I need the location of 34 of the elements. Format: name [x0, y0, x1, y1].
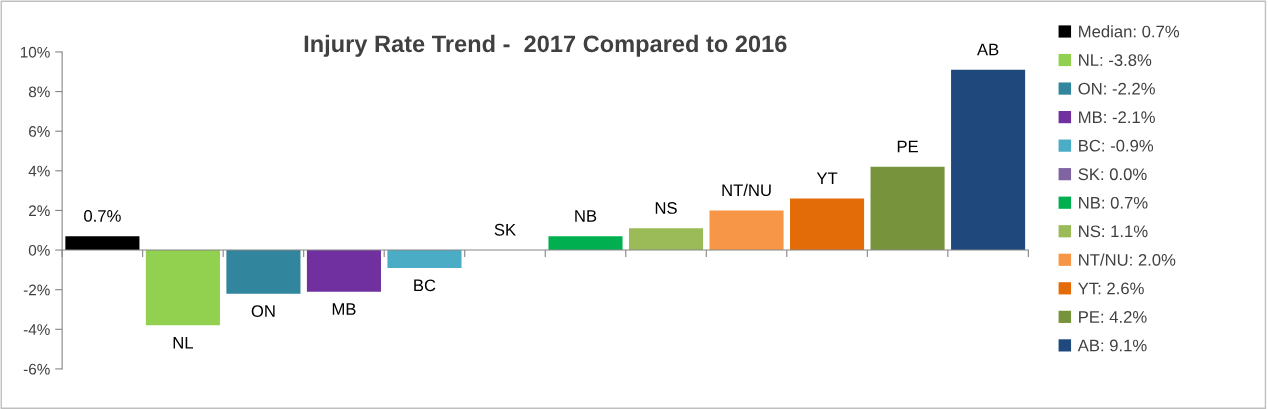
y-tick-label: 8%	[28, 86, 50, 98]
y-tick-label: -2%	[23, 284, 50, 296]
legend-label: SK: 0.0%	[1078, 168, 1147, 181]
data-label: AB	[977, 43, 999, 56]
legend-label: YT: 2.6%	[1078, 282, 1144, 295]
data-label: NS	[655, 202, 677, 214]
legend-label: BC: -0.9%	[1079, 139, 1154, 152]
data-label: NB	[575, 210, 597, 222]
y-tick-label: -6%	[23, 363, 50, 375]
y-tick-label: -4%	[23, 324, 50, 335]
legend-label: MB: -2.1%	[1079, 111, 1155, 124]
legend-label: NL: -3.8%	[1079, 54, 1152, 66]
data-label: SK	[494, 223, 516, 236]
y-tick-label: 0%	[28, 244, 50, 256]
y-tick-label: 10%	[20, 46, 50, 58]
data-label: NL	[173, 337, 194, 349]
data-label: MB	[332, 303, 356, 315]
y-tick-label: 2%	[29, 205, 50, 217]
legend-label: NT/NU: 2.0%	[1079, 253, 1176, 266]
data-label: ON	[251, 305, 275, 317]
chart-title: Injury Rate Trend - 2017 Compared to 2016	[304, 34, 787, 57]
legend-label: PE: 4.2%	[1079, 311, 1147, 323]
data-label: NT/NU	[722, 183, 771, 197]
data-label: BC	[414, 279, 436, 292]
y-tick-label: 4%	[28, 165, 50, 177]
legend-label: Median: 0.7%	[1079, 25, 1180, 38]
data-label: YT	[816, 172, 838, 184]
legend-label: NB: 0.7%	[1079, 196, 1148, 209]
y-tick-label: 6%	[29, 126, 50, 137]
legend-label: NS: 1.1%	[1079, 225, 1148, 238]
data-label: PE	[897, 140, 918, 153]
legend-label: AB: 9.1%	[1077, 339, 1147, 352]
legend-label: ON: -2.2%	[1078, 82, 1155, 95]
data-label: 0.7%	[84, 209, 121, 222]
